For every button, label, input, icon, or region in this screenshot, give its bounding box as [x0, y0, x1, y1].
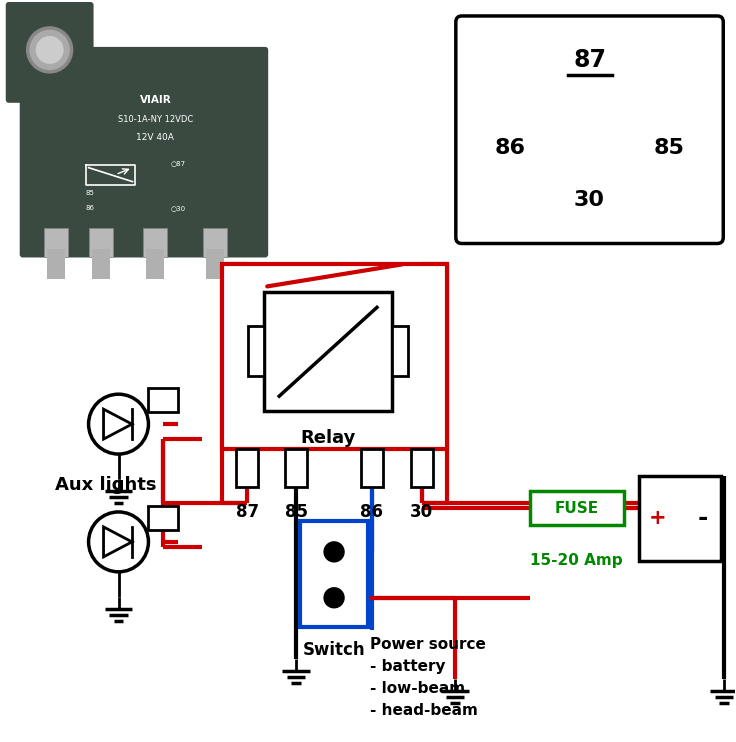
Bar [149, 388, 178, 412]
Polygon shape [104, 527, 132, 556]
FancyBboxPatch shape [456, 16, 723, 243]
Text: Aux lights: Aux lights [54, 476, 156, 494]
Bar [222, 264, 447, 449]
Bar [392, 326, 408, 376]
Bar [530, 491, 624, 525]
Text: 15-20 Amp: 15-20 Amp [530, 553, 623, 568]
Bar [149, 506, 178, 530]
Bar [203, 228, 227, 257]
Text: 86: 86 [85, 205, 95, 211]
Circle shape [88, 512, 149, 572]
Text: ○87: ○87 [171, 160, 185, 165]
Text: 86: 86 [361, 503, 383, 521]
Text: Power source
- battery
- low-beam
- head-beam: Power source - battery - low-beam - head… [370, 637, 486, 718]
Text: S10-1A-NY 12VDC: S10-1A-NY 12VDC [118, 115, 193, 124]
Bar [144, 228, 167, 257]
Bar [285, 449, 307, 487]
Bar [236, 449, 258, 487]
Text: +: + [648, 508, 666, 528]
Bar [264, 292, 392, 411]
Circle shape [35, 36, 63, 64]
Text: 85: 85 [654, 138, 684, 158]
Text: 85: 85 [85, 190, 94, 196]
Bar [46, 249, 65, 280]
Text: Switch: Switch [302, 640, 365, 659]
Polygon shape [104, 409, 132, 439]
Text: 30: 30 [411, 503, 434, 521]
Text: 30: 30 [574, 190, 605, 209]
Bar [640, 476, 721, 561]
Text: ○30: ○30 [171, 205, 185, 211]
Text: 87: 87 [236, 503, 259, 521]
Bar [361, 449, 383, 487]
Text: 85: 85 [285, 503, 308, 521]
Bar [91, 249, 110, 280]
Bar [146, 249, 164, 280]
Text: FUSE: FUSE [554, 502, 598, 516]
Text: VIAIR: VIAIR [140, 95, 171, 105]
FancyBboxPatch shape [20, 47, 268, 257]
Text: 87: 87 [573, 48, 606, 72]
Text: -: - [698, 506, 709, 530]
Bar [43, 228, 68, 257]
Circle shape [28, 28, 71, 72]
Bar [300, 521, 368, 627]
Bar [88, 228, 113, 257]
Text: 12V 40A: 12V 40A [136, 134, 174, 142]
Bar [206, 249, 224, 280]
Bar [411, 449, 433, 487]
FancyBboxPatch shape [6, 2, 93, 103]
Circle shape [324, 542, 344, 562]
Circle shape [88, 394, 149, 454]
Bar [248, 326, 264, 376]
Text: 86: 86 [494, 138, 526, 158]
Circle shape [324, 588, 344, 608]
Text: Relay: Relay [300, 429, 355, 447]
